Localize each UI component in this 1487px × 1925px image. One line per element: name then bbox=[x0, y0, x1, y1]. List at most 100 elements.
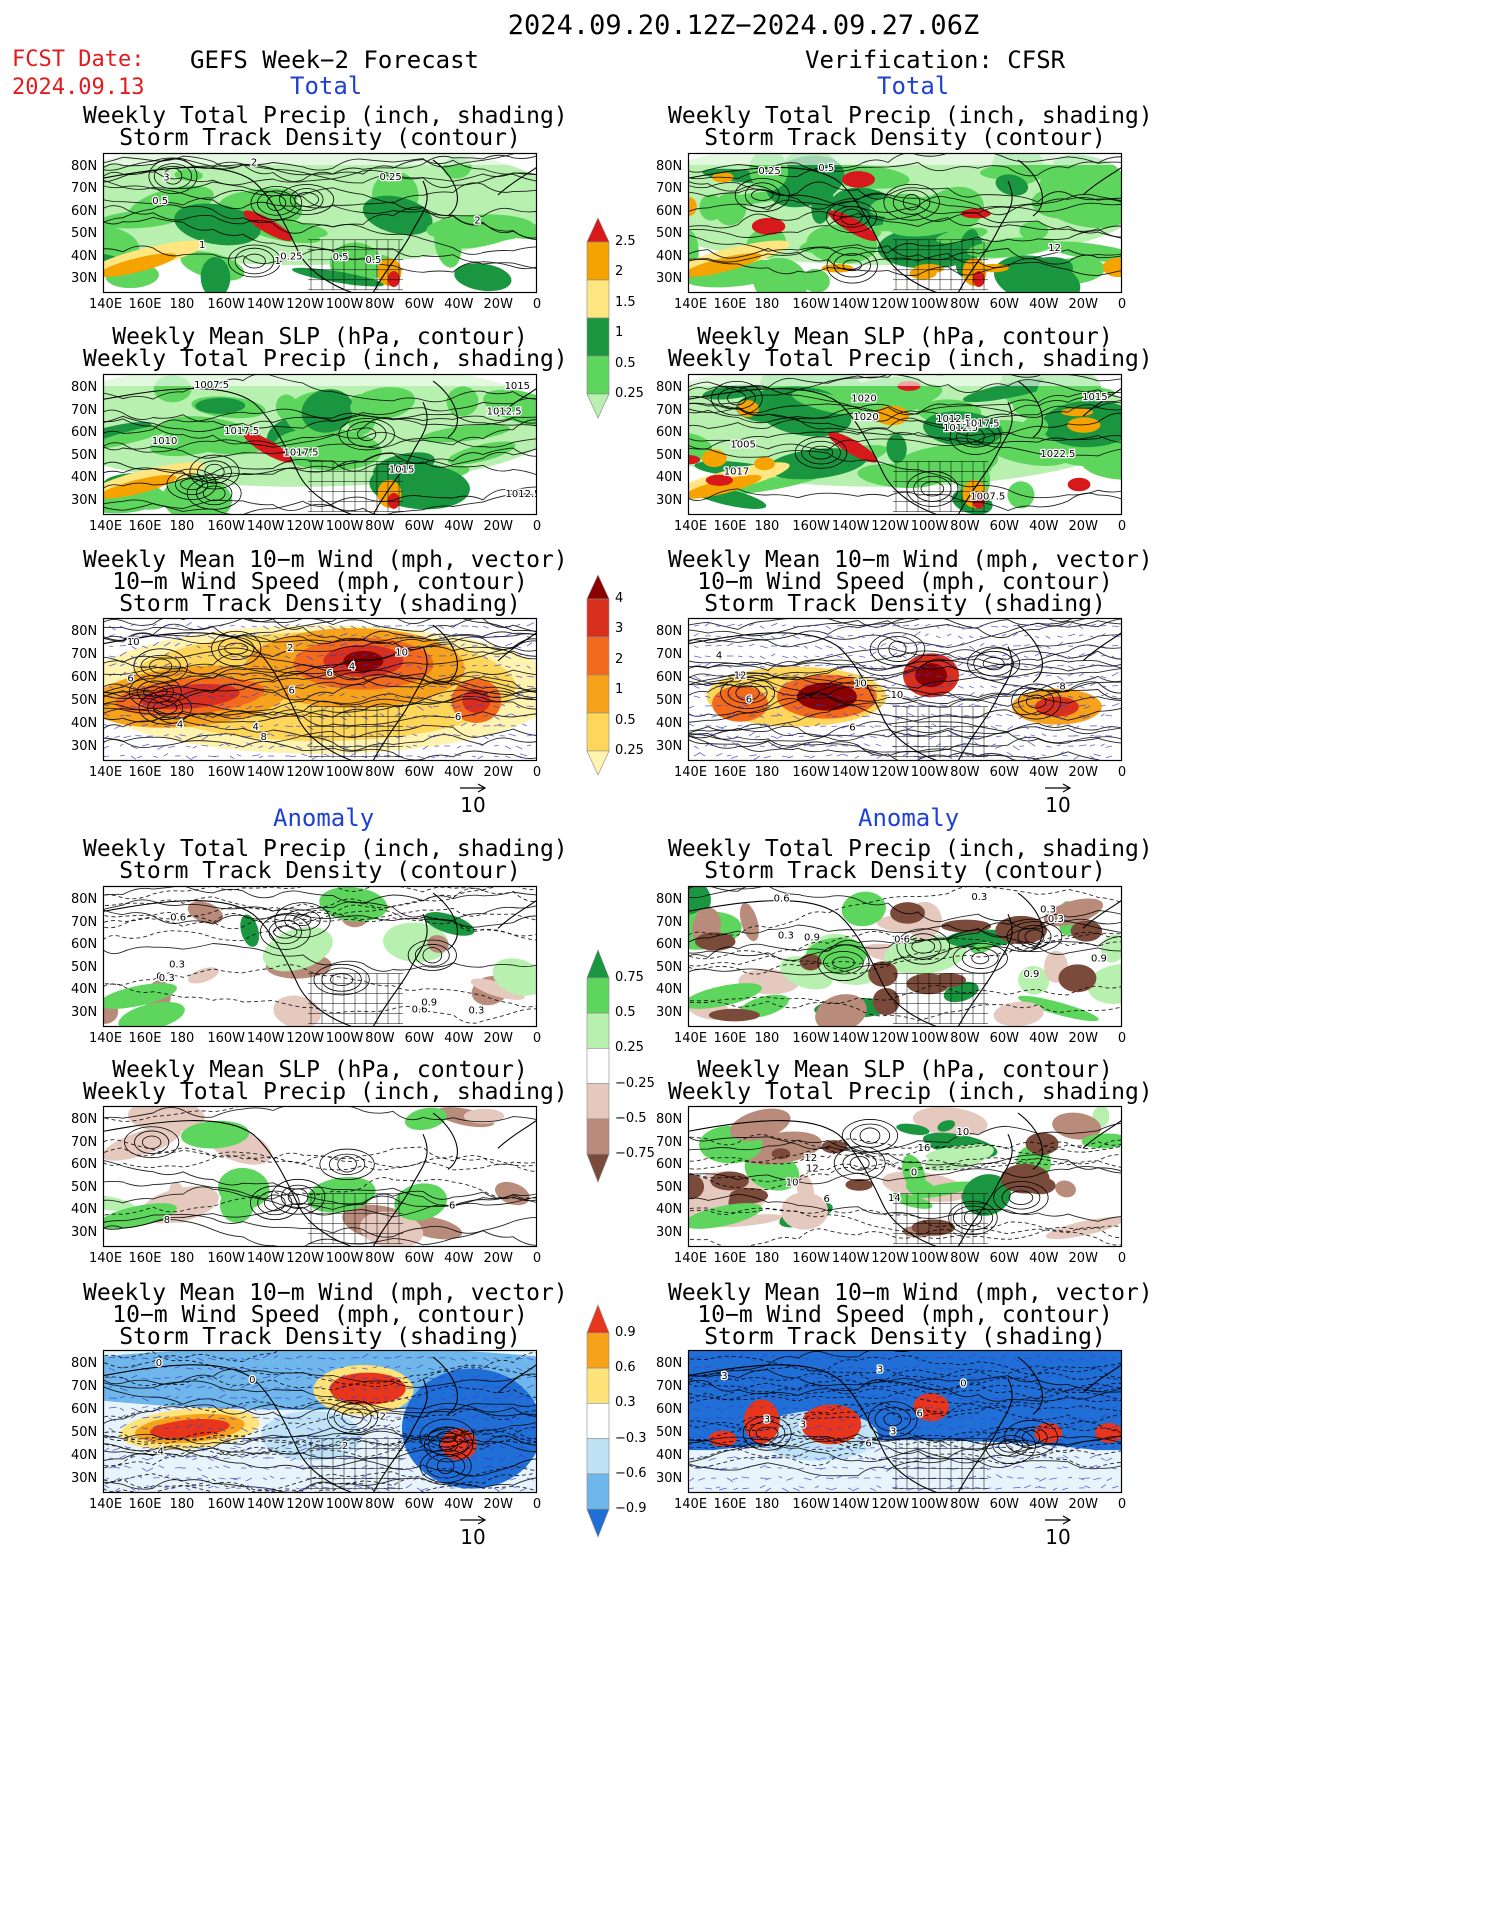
wind-vector bbox=[1061, 1444, 1069, 1449]
wind-vector bbox=[152, 1356, 160, 1359]
contour-line bbox=[103, 448, 537, 478]
wind-vector bbox=[515, 1425, 521, 1429]
contour-ring bbox=[955, 426, 996, 448]
wind-vector bbox=[693, 752, 700, 757]
wind-vector bbox=[504, 665, 511, 668]
wind-vector bbox=[968, 1397, 976, 1402]
wind-vector bbox=[1034, 1365, 1040, 1369]
wind-vector bbox=[689, 1477, 695, 1482]
wind-vector bbox=[836, 753, 843, 757]
shading-region bbox=[1018, 995, 1099, 1022]
wind-vector bbox=[130, 695, 137, 700]
wind-vector bbox=[715, 1407, 723, 1413]
wind-vector bbox=[836, 703, 843, 707]
wind-vector bbox=[737, 683, 742, 687]
wind-vector bbox=[412, 733, 418, 737]
wind-vector bbox=[511, 713, 517, 717]
wind-vector bbox=[152, 1407, 161, 1412]
vector-ref-arrow bbox=[460, 783, 487, 793]
lon-tick-label: 20W bbox=[483, 1251, 513, 1266]
wind-vector bbox=[103, 723, 110, 727]
lon-tick-label: 160W bbox=[792, 519, 831, 534]
panel-title-line: Weekly Mean SLP (hPa, contour) bbox=[112, 324, 528, 350]
wind-vector bbox=[847, 645, 855, 650]
wind-vector bbox=[1067, 725, 1074, 728]
wind-vector bbox=[515, 1357, 523, 1360]
panel-title-line: Weekly Total Precip (inch, shading) bbox=[668, 346, 1153, 372]
lon-tick-label: 140E bbox=[674, 1031, 708, 1046]
lat-tick-label: 30N bbox=[71, 492, 98, 508]
wind-vector bbox=[847, 1365, 853, 1369]
contour-line bbox=[103, 943, 537, 972]
wind-vector bbox=[460, 654, 468, 657]
wind-vector bbox=[1045, 694, 1053, 697]
map-frame bbox=[102, 373, 538, 516]
wind-vector bbox=[422, 745, 429, 750]
wind-vector bbox=[405, 664, 412, 667]
shading-region bbox=[383, 922, 449, 963]
wind-vector bbox=[306, 742, 313, 747]
wind-vector bbox=[924, 1386, 930, 1389]
wind-vector bbox=[957, 685, 964, 689]
wind-vector bbox=[207, 703, 212, 707]
wind-vector bbox=[990, 1385, 995, 1389]
wind-vector bbox=[499, 1445, 506, 1449]
shading-region bbox=[906, 973, 950, 995]
wind-vector bbox=[776, 735, 783, 740]
lon-tick-label: 0 bbox=[532, 297, 542, 312]
wind-vector bbox=[869, 702, 876, 707]
wind-vector bbox=[924, 1417, 931, 1421]
contour-line bbox=[688, 1369, 1122, 1402]
wind-vector bbox=[515, 675, 523, 678]
lat-tick-label: 60N bbox=[656, 425, 683, 441]
lon-tick-label: 120W bbox=[286, 519, 324, 534]
wind-vector bbox=[383, 754, 391, 757]
wind-vector bbox=[130, 655, 137, 660]
wind-vector bbox=[968, 664, 974, 667]
wind-vector bbox=[869, 1376, 878, 1379]
wind-vector bbox=[1089, 1354, 1097, 1359]
wind-vector bbox=[891, 1486, 898, 1489]
coastline bbox=[103, 159, 537, 293]
wind-vector bbox=[946, 633, 952, 637]
contour-line bbox=[688, 1138, 1122, 1170]
wind-vector bbox=[207, 673, 215, 677]
shading-region bbox=[868, 384, 934, 414]
contour-line bbox=[688, 1139, 1122, 1174]
total-label-left: Total bbox=[290, 72, 363, 100]
wind-vector bbox=[103, 712, 110, 717]
wind-vector bbox=[990, 1365, 996, 1369]
contour-ring bbox=[407, 939, 457, 971]
wind-vector bbox=[1111, 655, 1118, 660]
wind-vector bbox=[383, 1447, 390, 1451]
lon-tick-label: 0 bbox=[1117, 519, 1127, 534]
wind-vector bbox=[526, 1384, 535, 1389]
wind-vector bbox=[1078, 1477, 1085, 1481]
wind-vector bbox=[1111, 1415, 1118, 1419]
contour-label: 1015 bbox=[389, 464, 414, 475]
wind-vector bbox=[781, 624, 787, 627]
wind-vector bbox=[157, 714, 165, 717]
wind-vector bbox=[284, 705, 292, 710]
wind-vector bbox=[372, 1445, 378, 1449]
colorbar-swatch bbox=[586, 750, 610, 776]
wind-vector bbox=[869, 685, 878, 689]
wind-vector bbox=[482, 1364, 489, 1369]
wind-vector bbox=[240, 625, 246, 628]
contour-line bbox=[103, 904, 537, 942]
wind-vector bbox=[792, 1354, 799, 1359]
wind-vector bbox=[1089, 1407, 1096, 1411]
contour-line bbox=[688, 886, 794, 899]
lat-tick-label: 40N bbox=[71, 248, 98, 264]
wind-vector bbox=[218, 703, 225, 707]
colorbar-swatch bbox=[586, 949, 610, 979]
wind-vector bbox=[476, 704, 484, 707]
wind-vector bbox=[295, 663, 302, 667]
lat-tick-label: 50N bbox=[71, 1179, 98, 1195]
wind-vector bbox=[946, 644, 953, 647]
wind-vector bbox=[438, 1427, 444, 1429]
map-frame bbox=[102, 1349, 538, 1494]
wind-vector bbox=[207, 1377, 214, 1380]
wind-vector bbox=[223, 742, 231, 747]
wind-vector bbox=[328, 1377, 335, 1382]
